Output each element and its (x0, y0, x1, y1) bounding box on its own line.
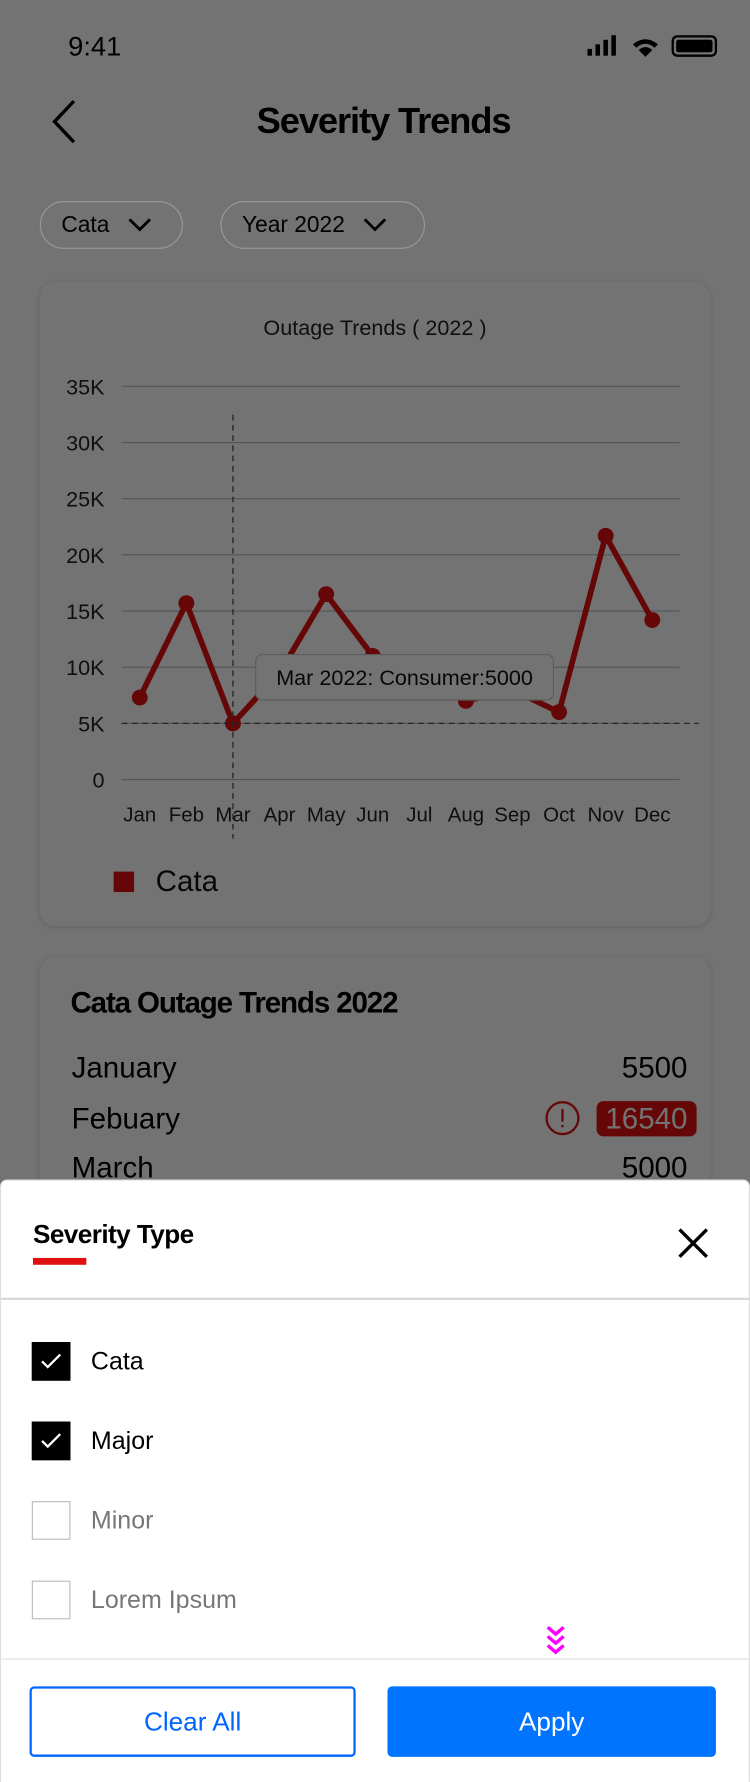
option-label: Major (90, 1426, 154, 1455)
option-label: Cata (90, 1346, 144, 1375)
title-underline (32, 1257, 87, 1265)
scroll-hint (546, 1625, 565, 1655)
checkbox[interactable] (31, 1580, 71, 1620)
divider (1, 1297, 749, 1300)
filter-label: Year 2022 (242, 211, 345, 237)
checkmark (41, 1433, 62, 1449)
filter-dropdown[interactable]: Cata (39, 201, 183, 249)
checkbox-option[interactable]: Lorem Ipsum (31, 1580, 237, 1620)
checkbox-option[interactable]: Major (31, 1421, 154, 1461)
chevron-icon (128, 218, 152, 232)
close-button[interactable] (676, 1226, 710, 1260)
checkbox[interactable] (31, 1421, 71, 1461)
checkmark (41, 1353, 62, 1369)
option-label: Lorem Ipsum (90, 1585, 237, 1614)
option-label: Minor (90, 1505, 154, 1535)
bottom-sheet: Severity Type (0, 1179, 750, 1782)
filter-dropdown[interactable]: Year 2022 (220, 201, 425, 249)
checkbox-option[interactable]: Minor (31, 1501, 154, 1540)
chevron-icon (364, 218, 387, 232)
checkbox[interactable] (31, 1342, 71, 1381)
clear-all-button[interactable]: Clear All (29, 1686, 356, 1757)
filter-label: Cata (61, 211, 110, 237)
checkbox[interactable] (31, 1501, 71, 1540)
apply-button[interactable]: Apply (387, 1686, 716, 1757)
divider (1, 1657, 749, 1661)
sheet-title: Severity Type (32, 1219, 194, 1249)
checkbox-option[interactable]: Cata (31, 1342, 144, 1381)
